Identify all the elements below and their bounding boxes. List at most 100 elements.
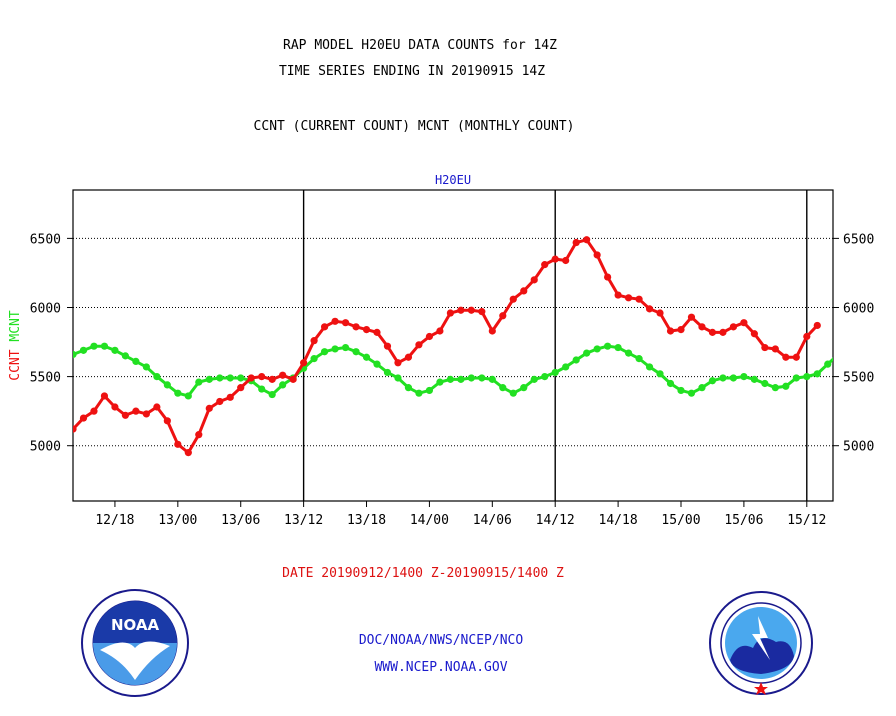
point-ccnt-0 [73,425,77,433]
point-mcnt-47 [562,363,570,371]
point-mcnt-46 [551,368,559,377]
point-ccnt-57 [666,327,675,335]
point-ccnt-64 [740,319,748,327]
point-ccnt-50 [593,251,601,259]
series-line-ccnt [73,238,819,455]
point-ccnt-6 [132,407,140,415]
point-mcnt-31 [394,374,402,382]
point-mcnt-23 [310,355,318,363]
ytick-label-left-5000: 5000 [30,440,61,455]
link-ncep-www[interactable]: WWW.NCEP.NOAA.GOV [374,660,508,675]
point-ccnt-47 [562,256,570,265]
point-mcnt-44 [530,375,538,383]
point-ccnt-30 [383,342,392,350]
point-mcnt-2 [90,342,98,350]
point-mcnt-48 [572,356,580,364]
point-mcnt-14 [216,374,224,382]
point-ccnt-29 [373,328,381,336]
point-ccnt-58 [677,326,685,334]
point-mcnt-71 [813,370,821,378]
point-mcnt-61 [708,377,717,385]
point-ccnt-36 [446,309,454,317]
series-mcnt [73,342,842,400]
point-ccnt-25 [331,317,339,325]
point-ccnt-14 [216,397,224,406]
point-mcnt-62 [719,374,727,382]
point-ccnt-26 [341,319,350,327]
xtick-label-11: 15/12 [787,513,826,528]
point-ccnt-52 [614,291,622,299]
point-ccnt-21 [289,375,297,383]
noaa-logo-icon[interactable]: NOAA [80,588,190,698]
point-ccnt-68 [782,353,790,361]
point-ccnt-56 [656,309,664,317]
ylabel-ccnt: CCNT [8,342,23,381]
point-ccnt-62 [719,328,727,336]
point-mcnt-43 [520,384,528,392]
point-mcnt-6 [132,357,140,365]
point-ccnt-18 [258,373,266,381]
point-mcnt-19 [268,390,276,399]
point-mcnt-37 [457,375,465,383]
point-mcnt-26 [341,343,350,352]
point-ccnt-12 [195,431,203,439]
point-ccnt-66 [761,343,769,352]
point-mcnt-54 [635,355,643,363]
xtick-label-6: 14/06 [473,513,512,528]
point-ccnt-10 [174,440,182,448]
xtick-label-5: 14/00 [410,513,449,528]
point-ccnt-17 [247,374,255,382]
point-mcnt-38 [467,374,475,382]
point-ccnt-55 [645,305,654,313]
nws-logo-icon[interactable] [708,590,814,696]
point-mcnt-73 [835,351,842,358]
point-mcnt-32 [404,384,413,392]
point-ccnt-51 [604,273,612,281]
point-ccnt-39 [478,308,486,316]
point-ccnt-23 [310,337,318,345]
point-ccnt-7 [142,410,150,418]
title-line-2: TIME SERIES ENDING IN 20190915 14Z [278,64,546,79]
point-mcnt-56 [656,370,664,378]
ytick-label-left-6500: 6500 [30,232,61,247]
xtick-label-0: 12/18 [95,513,134,528]
point-mcnt-33 [415,389,423,397]
link-doc-noaa[interactable]: DOC/NOAA/NWS/NCEP/NCO [358,633,524,648]
point-ccnt-59 [687,313,696,321]
point-mcnt-45 [541,373,549,381]
y-axis-label: CCNT MCNT [8,310,23,381]
series-line-mcnt [73,344,833,398]
point-mcnt-59 [687,389,696,397]
point-mcnt-5 [121,352,130,360]
point-ccnt-4 [111,403,119,411]
point-mcnt-51 [604,342,612,350]
date-range: DATE 20190912/1400 Z-20190915/1400 Z [282,566,564,581]
point-ccnt-15 [226,393,234,401]
point-ccnt-31 [394,359,402,367]
point-ccnt-53 [624,294,633,302]
xtick-label-10: 15/06 [724,513,763,528]
point-mcnt-67 [771,384,779,392]
point-ccnt-24 [320,323,329,331]
point-ccnt-3 [100,392,109,400]
ytick-label-right-6000: 6000 [843,301,874,316]
point-mcnt-69 [792,374,800,382]
point-ccnt-42 [509,295,517,303]
point-mcnt-53 [624,349,633,357]
point-ccnt-34 [425,332,434,341]
point-mcnt-49 [583,349,591,357]
point-mcnt-64 [740,373,748,381]
point-mcnt-27 [352,348,360,356]
chart-title: H20EU [435,173,471,187]
xtick-label-8: 14/18 [599,513,638,528]
xtick-label-2: 13/06 [221,513,260,528]
point-mcnt-70 [803,373,811,381]
point-mcnt-63 [729,374,738,382]
ytick-label-left-6000: 6000 [30,301,61,316]
point-ccnt-27 [352,323,360,331]
point-ccnt-33 [415,341,423,349]
point-ccnt-40 [488,327,496,335]
point-ccnt-70 [803,332,811,341]
ytick-label-left-5500: 5500 [30,371,61,386]
point-mcnt-11 [184,392,192,400]
